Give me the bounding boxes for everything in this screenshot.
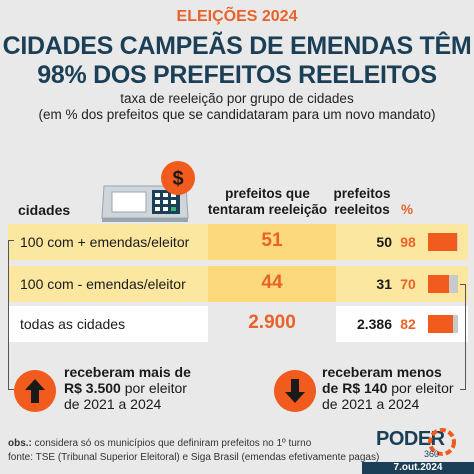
bracket-left — [8, 240, 14, 390]
note-less-emendas: receberam menos de R$ 140 por eleitor de… — [322, 364, 472, 412]
row-bar-fill — [428, 233, 458, 251]
note-right-bold2: de R$ 140 — [322, 380, 388, 396]
column-header-pct: % — [400, 202, 413, 217]
row-highlight-col — [208, 266, 336, 302]
voting-machine-icon — [101, 185, 189, 222]
row-pct: 82 — [400, 316, 416, 332]
row-highlight-col — [208, 306, 336, 342]
row-reeleitos: 31 — [376, 276, 392, 292]
brand-logo-sub: 360 — [424, 449, 440, 459]
column-header-tentaram-line2: tentaram reeleição — [207, 202, 328, 217]
note-right-rest1: por eleitor — [387, 380, 454, 396]
column-header-reeleitos: prefeitos reeleitos — [326, 186, 398, 218]
column-header-tentaram-line1: prefeitos que — [225, 186, 310, 201]
subtitle-line1: taxa de reeleição por grupo de cidades — [120, 91, 354, 106]
table-row: 100 com + emendas/eleitor 51 50 98 — [8, 224, 468, 260]
row-bar-track — [428, 233, 458, 251]
row-bar-fill — [428, 315, 453, 333]
brand-logo: PODER — [376, 428, 445, 450]
bracket-right — [460, 284, 466, 390]
row-label: todas as cidades — [20, 316, 126, 332]
note-left-bold2: R$ 3.500 — [64, 380, 121, 396]
row-reeleitos: 50 — [376, 234, 392, 250]
note-more-emendas: receberam mais de R$ 3.500 por eleitor d… — [64, 364, 254, 412]
page-title-line1: CIDADES CAMPEÃS DE EMENDAS TÊM — [2, 32, 472, 60]
publish-date: 7.out.2024 — [393, 462, 443, 473]
row-bar-track — [428, 315, 458, 333]
row-bar-fill — [428, 275, 449, 293]
table-row: todas as cidades 2.900 2.386 82 — [8, 306, 468, 342]
footnote-source: fonte: TSE (Tribunal Superior Eleitoral)… — [8, 452, 380, 463]
arrow-down-icon — [274, 370, 316, 412]
subtitle-line2: (em % dos prefeitos que se candidataram … — [38, 107, 436, 122]
logo-mark-icon — [428, 428, 456, 456]
row-tentaram: 2.900 — [248, 312, 296, 333]
note-left-rest2: de 2021 a 2024 — [64, 396, 162, 412]
note-left-rest1: por eleitor — [120, 380, 187, 396]
row-bar-track — [428, 275, 458, 293]
row-label: 100 com + emendas/eleitor — [20, 234, 190, 250]
column-header-cidades: cidades — [18, 202, 71, 218]
row-highlight-col — [208, 224, 336, 260]
note-right-bold1: receberam menos — [322, 364, 442, 380]
row-label: 100 com - emendas/eleitor — [20, 276, 186, 292]
note-right-rest2: de 2021 a 2024 — [322, 396, 420, 412]
date-band — [362, 462, 474, 474]
footnote-obs: obs.: considera só os municípios que def… — [8, 438, 311, 449]
column-header-reeleitos-line1: prefeitos — [333, 186, 391, 201]
table-row: 100 com - emendas/eleitor 44 31 70 — [8, 266, 468, 302]
row-tentaram: 51 — [261, 230, 283, 251]
row-tentaram: 44 — [261, 272, 283, 293]
eyebrow: ELEIÇÕES 2024 — [176, 8, 298, 25]
row-pct: 70 — [400, 276, 416, 292]
obs-label: obs.: — [8, 438, 32, 449]
dollar-sign-icon: $ — [161, 161, 195, 195]
row-pct: 98 — [400, 234, 416, 250]
note-left-bold1: receberam mais de — [64, 364, 191, 380]
arrow-up-icon — [14, 370, 56, 412]
column-header-tentaram: prefeitos que tentaram reeleição — [200, 186, 335, 218]
obs-text: considera só os municípios que definiram… — [31, 438, 312, 449]
column-header-reeleitos-line2: reeleitos — [334, 202, 390, 217]
dollar-symbol: $ — [172, 168, 183, 190]
page-title-line2: 98% DOS PREFEITOS REELEITOS — [37, 61, 437, 89]
row-reeleitos: 2.386 — [356, 316, 392, 332]
